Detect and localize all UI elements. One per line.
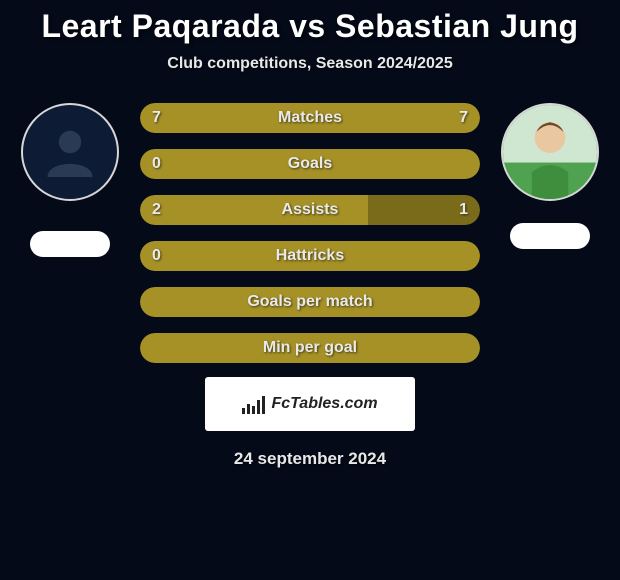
- avatar: [21, 103, 119, 201]
- brand-text: FcTables.com: [271, 395, 377, 413]
- stat-bar-track: [140, 287, 480, 317]
- stat-bar-track: [140, 195, 480, 225]
- stat-bar: Hattricks0: [140, 241, 480, 271]
- stat-segment-left: [140, 195, 368, 225]
- player-left-col: [10, 103, 130, 257]
- stat-value-left: 2: [152, 195, 161, 225]
- chart-icon: [242, 394, 265, 414]
- stat-segment-right: [140, 149, 480, 179]
- stat-value-left: 0: [152, 149, 161, 179]
- player-photo-icon: [503, 103, 597, 201]
- avatar: [501, 103, 599, 201]
- stat-segment-left: [140, 287, 480, 317]
- player-right-col: [490, 103, 610, 249]
- stat-bar-track: [140, 333, 480, 363]
- stat-segment-left: [140, 333, 480, 363]
- page-subtitle: Club competitions, Season 2024/2025: [167, 55, 452, 73]
- stat-bar: Assists21: [140, 195, 480, 225]
- flag-pill: [30, 231, 110, 257]
- stat-bar: Goals0: [140, 149, 480, 179]
- stat-segment-left: [140, 103, 310, 133]
- stat-value-left: 0: [152, 241, 161, 271]
- body-row: Matches77Goals0Assists21Hattricks0Goals …: [0, 103, 620, 363]
- stat-bar-track: [140, 149, 480, 179]
- stat-segment-right: [140, 241, 480, 271]
- stat-value-right: 7: [459, 103, 468, 133]
- stat-segment-right: [310, 103, 480, 133]
- stat-bar: Min per goal: [140, 333, 480, 363]
- date-line: 24 september 2024: [234, 449, 386, 469]
- stat-bar-track: [140, 103, 480, 133]
- stat-bar: Goals per match: [140, 287, 480, 317]
- footer: FcTables.com 24 september 2024: [205, 377, 415, 469]
- user-icon: [40, 122, 100, 182]
- stat-bar-track: [140, 241, 480, 271]
- stat-value-right: 1: [459, 195, 468, 225]
- infographic-root: Leart Paqarada vs Sebastian Jung Club co…: [0, 0, 620, 580]
- page-title: Leart Paqarada vs Sebastian Jung: [41, 8, 578, 45]
- stats-column: Matches77Goals0Assists21Hattricks0Goals …: [140, 103, 480, 363]
- stat-bar: Matches77: [140, 103, 480, 133]
- brand-badge: FcTables.com: [205, 377, 415, 431]
- flag-pill: [510, 223, 590, 249]
- stat-value-left: 7: [152, 103, 161, 133]
